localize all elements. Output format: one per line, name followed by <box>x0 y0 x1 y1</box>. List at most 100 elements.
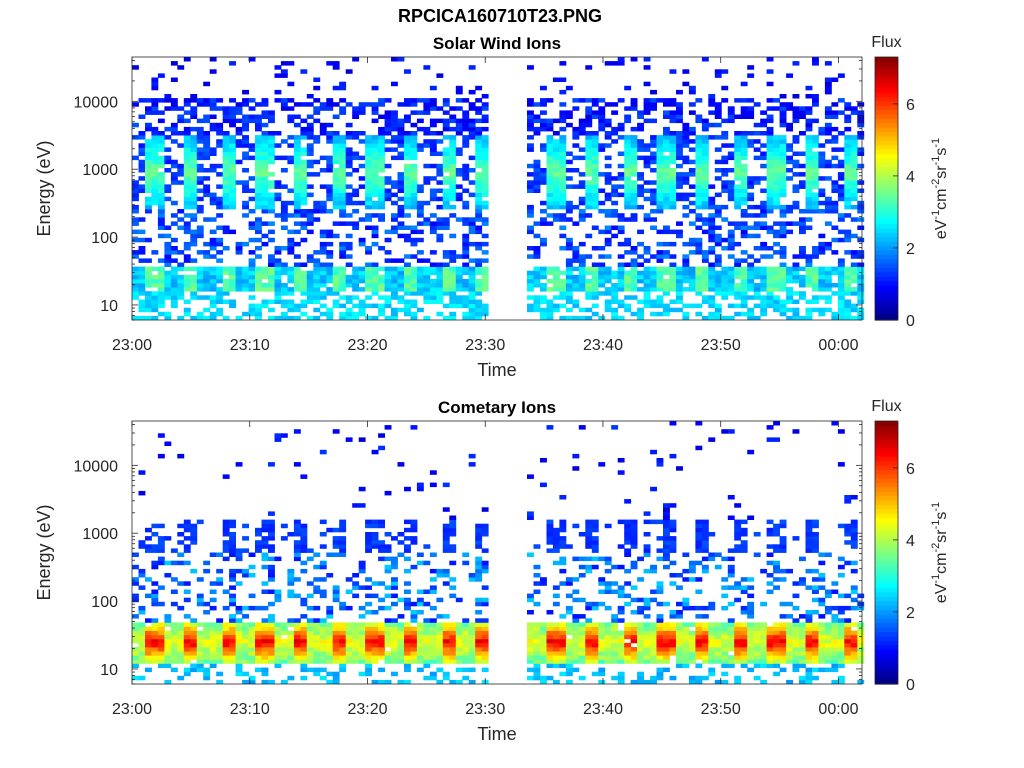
heatmap-cell <box>378 126 385 132</box>
heatmap-cell <box>617 184 625 189</box>
heatmap-cell <box>617 638 625 644</box>
heatmap-cell <box>468 626 476 631</box>
heatmap-cell <box>624 651 632 656</box>
heatmap-cell <box>293 209 301 214</box>
heatmap-cell <box>708 287 716 292</box>
heatmap-cell <box>287 573 295 578</box>
heatmap-cell <box>766 155 774 161</box>
heatmap-cell <box>850 168 858 173</box>
heatmap-cell <box>274 270 282 276</box>
heatmap-cell <box>812 250 819 255</box>
heatmap-cell <box>222 139 230 144</box>
heatmap-cell <box>792 204 800 210</box>
heatmap-cell <box>455 303 463 309</box>
heatmap-cell <box>261 151 269 156</box>
heatmap-cell <box>190 110 198 115</box>
heatmap-cell <box>397 180 405 185</box>
heatmap-cell <box>812 61 819 66</box>
heatmap-cell <box>404 102 411 107</box>
heatmap-cell <box>235 605 243 611</box>
heatmap-cell <box>559 118 567 124</box>
heatmap-cell <box>617 679 625 684</box>
heatmap-cell <box>170 659 178 664</box>
heatmap-cell <box>261 564 269 570</box>
heatmap-cell <box>663 200 670 206</box>
heatmap-cell <box>384 642 392 648</box>
heatmap-cell <box>442 250 450 255</box>
heatmap-cell <box>740 168 748 173</box>
heatmap-cell <box>792 299 800 304</box>
heatmap-cell <box>255 274 262 280</box>
heatmap-cell <box>436 287 444 292</box>
heatmap-cell <box>326 274 334 280</box>
heatmap-cell <box>598 209 606 214</box>
heatmap-cell <box>552 213 560 218</box>
heatmap-cell <box>747 270 755 276</box>
heatmap-cell <box>274 89 282 95</box>
heatmap-cell <box>196 642 204 648</box>
heatmap-cell <box>157 159 165 165</box>
heatmap-cell <box>617 651 625 656</box>
heatmap-cell <box>436 168 444 173</box>
heatmap-cell <box>559 151 567 156</box>
heatmap-cell <box>216 270 224 276</box>
heatmap-cell <box>449 114 457 119</box>
heatmap-cell <box>242 614 249 619</box>
heatmap-cell <box>365 217 372 222</box>
heatmap-cell <box>209 254 217 259</box>
heatmap-cell <box>850 315 858 320</box>
heatmap-cell <box>332 638 340 644</box>
heatmap-cell <box>429 163 437 169</box>
heatmap-cell <box>643 258 651 263</box>
heatmap-cell <box>151 634 159 640</box>
heatmap-cell <box>326 192 334 198</box>
heatmap-cell <box>650 278 657 284</box>
heatmap-cell <box>157 659 165 664</box>
heatmap-cell <box>209 147 217 152</box>
heatmap-cell <box>701 274 709 280</box>
heatmap-cell <box>475 283 483 288</box>
heatmap-cell <box>546 221 554 226</box>
heatmap-cell <box>287 200 295 206</box>
heatmap-cell <box>222 626 230 631</box>
heatmap-cell <box>481 192 489 198</box>
heatmap-cell <box>578 287 586 292</box>
heatmap-cell <box>643 159 651 165</box>
heatmap-cell <box>462 114 470 119</box>
heatmap-cell <box>481 548 489 553</box>
heatmap-cell <box>604 278 612 284</box>
heatmap-cell <box>365 601 372 607</box>
heatmap-cell <box>436 266 444 272</box>
heatmap-cell <box>682 159 690 165</box>
heatmap-cell <box>436 172 444 177</box>
heatmap-cell <box>429 552 437 557</box>
heatmap-cell <box>196 151 204 156</box>
heatmap-cell <box>792 254 800 259</box>
heatmap-cell <box>663 225 670 230</box>
heatmap-cell <box>287 532 295 537</box>
heatmap-cell <box>455 638 463 644</box>
heatmap-cell <box>138 622 146 627</box>
heatmap-cell <box>326 106 334 111</box>
heatmap-cell <box>565 642 573 648</box>
heatmap-cell <box>280 139 288 144</box>
heatmap-cell <box>598 270 606 276</box>
heatmap-cell <box>527 204 534 210</box>
heatmap-cell <box>429 176 437 181</box>
heatmap-cell <box>293 593 301 599</box>
heatmap-cell <box>190 126 198 132</box>
heatmap-cell <box>429 659 437 664</box>
heatmap-cell <box>339 151 347 156</box>
heatmap-cell <box>138 168 146 173</box>
heatmap-cell <box>585 544 593 549</box>
heatmap-cell <box>812 139 819 144</box>
heatmap-cell <box>255 622 262 627</box>
heatmap-cell <box>591 659 599 664</box>
heatmap-cell <box>190 568 198 574</box>
heatmap-cell <box>624 642 632 648</box>
heatmap-cell <box>701 151 709 156</box>
heatmap-cell <box>837 299 845 304</box>
heatmap-cell <box>766 270 774 276</box>
heatmap-cell <box>818 151 826 156</box>
heatmap-cell <box>468 89 476 95</box>
